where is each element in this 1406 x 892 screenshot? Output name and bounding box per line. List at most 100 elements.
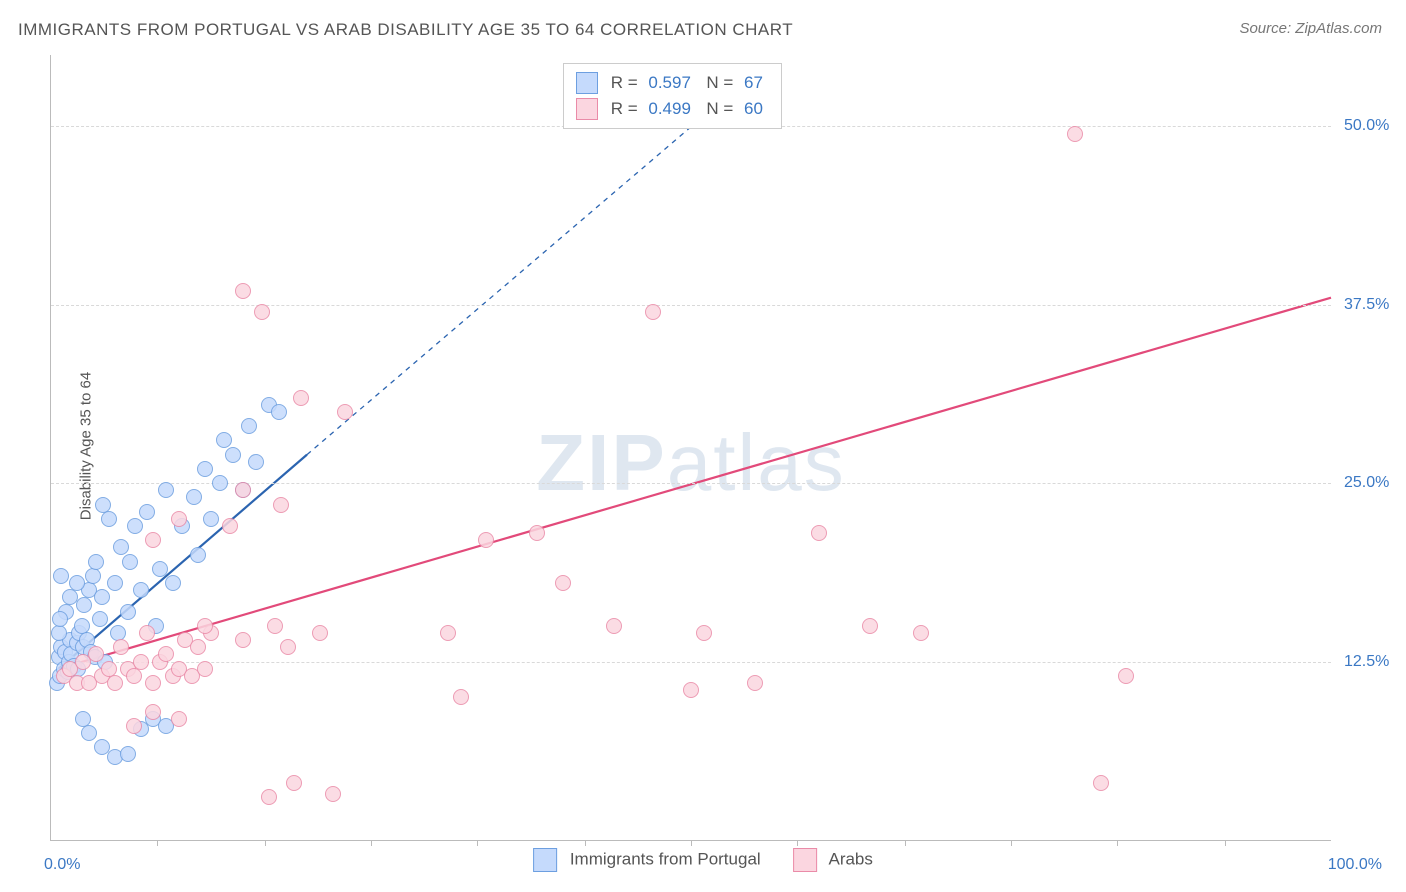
n-value: 67 [744,73,763,93]
legend-swatch-portugal [533,848,557,872]
scatter-point [165,575,181,591]
scatter-point [645,304,661,320]
scatter-point [811,525,827,541]
legend-item-arabs: Arabs [793,848,873,872]
x-tick [157,840,158,846]
scatter-point [293,390,309,406]
legend-item-portugal: Immigrants from Portugal [533,848,761,872]
scatter-point [337,404,353,420]
scatter-point [273,497,289,513]
scatter-point [529,525,545,541]
y-tick-label: 37.5% [1344,296,1389,314]
x-tick [265,840,266,846]
stats-legend-row: R = 0.597 N = 67 [576,70,769,96]
scatter-point [312,625,328,641]
scatter-point [235,632,251,648]
scatter-point [122,554,138,570]
scatter-point [1118,668,1134,684]
scatter-point [225,447,241,463]
scatter-point [235,283,251,299]
scatter-point [85,568,101,584]
scatter-point [127,518,143,534]
x-tick [1011,840,1012,846]
scatter-point [862,618,878,634]
scatter-point [190,639,206,655]
scatter-point [171,511,187,527]
scatter-point [478,532,494,548]
scatter-point [261,789,277,805]
scatter-point [158,482,174,498]
scatter-point [286,775,302,791]
y-tick-label: 50.0% [1344,117,1389,135]
scatter-point [683,682,699,698]
stats-legend: R = 0.597 N = 67 R = 0.499 N = 60 [563,63,782,129]
scatter-point [212,475,228,491]
legend-label-arabs: Arabs [828,849,872,868]
scatter-point [440,625,456,641]
scatter-point [88,646,104,662]
scatter-point [197,661,213,677]
y-tick-label: 12.5% [1344,653,1389,671]
scatter-point [107,575,123,591]
scatter-point [126,718,142,734]
scatter-point [120,604,136,620]
scatter-point [152,561,168,577]
scatter-point [913,625,929,641]
x-tick [691,840,692,846]
scatter-point [139,625,155,641]
scatter-point [113,639,129,655]
x-tick [585,840,586,846]
scatter-point [1067,126,1083,142]
scatter-point [186,489,202,505]
scatter-point [203,511,219,527]
trend-lines-layer [51,55,1331,840]
scatter-point [606,618,622,634]
scatter-point [158,646,174,662]
scatter-point [267,618,283,634]
scatter-point [1093,775,1109,791]
scatter-point [747,675,763,691]
scatter-point [325,786,341,802]
scatter-point [235,482,251,498]
x-tick [371,840,372,846]
scatter-point [197,618,213,634]
scatter-point [190,547,206,563]
scatter-point [52,611,68,627]
scatter-point [222,518,238,534]
n-value: 60 [744,99,763,119]
scatter-plot-area: ZIPatlas R = 0.597 N = 67 R = 0.499 N = … [50,55,1331,841]
scatter-point [696,625,712,641]
scatter-point [88,554,104,570]
scatter-point [133,582,149,598]
x-tick [905,840,906,846]
x-axis-origin-label: 0.0% [44,856,80,874]
scatter-point [113,539,129,555]
scatter-point [241,418,257,434]
legend-swatch [576,72,598,94]
scatter-point [139,504,155,520]
legend-swatch-arabs [793,848,817,872]
legend-label-portugal: Immigrants from Portugal [570,849,761,868]
x-tick [477,840,478,846]
y-tick-label: 25.0% [1344,474,1389,492]
scatter-point [171,711,187,727]
scatter-point [81,725,97,741]
scatter-point [76,597,92,613]
scatter-point [107,675,123,691]
scatter-point [216,432,232,448]
stats-legend-row: R = 0.499 N = 60 [576,96,769,122]
chart-title: IMMIGRANTS FROM PORTUGAL VS ARAB DISABIL… [18,20,793,40]
source-attribution: Source: ZipAtlas.com [1239,20,1382,37]
scatter-point [280,639,296,655]
scatter-point [145,675,161,691]
scatter-point [53,568,69,584]
x-tick [797,840,798,846]
legend-swatch [576,98,598,120]
scatter-point [453,689,469,705]
x-tick [1225,840,1226,846]
scatter-point [126,668,142,684]
scatter-point [94,589,110,605]
scatter-point [51,625,67,641]
scatter-point [271,404,287,420]
scatter-point [145,704,161,720]
